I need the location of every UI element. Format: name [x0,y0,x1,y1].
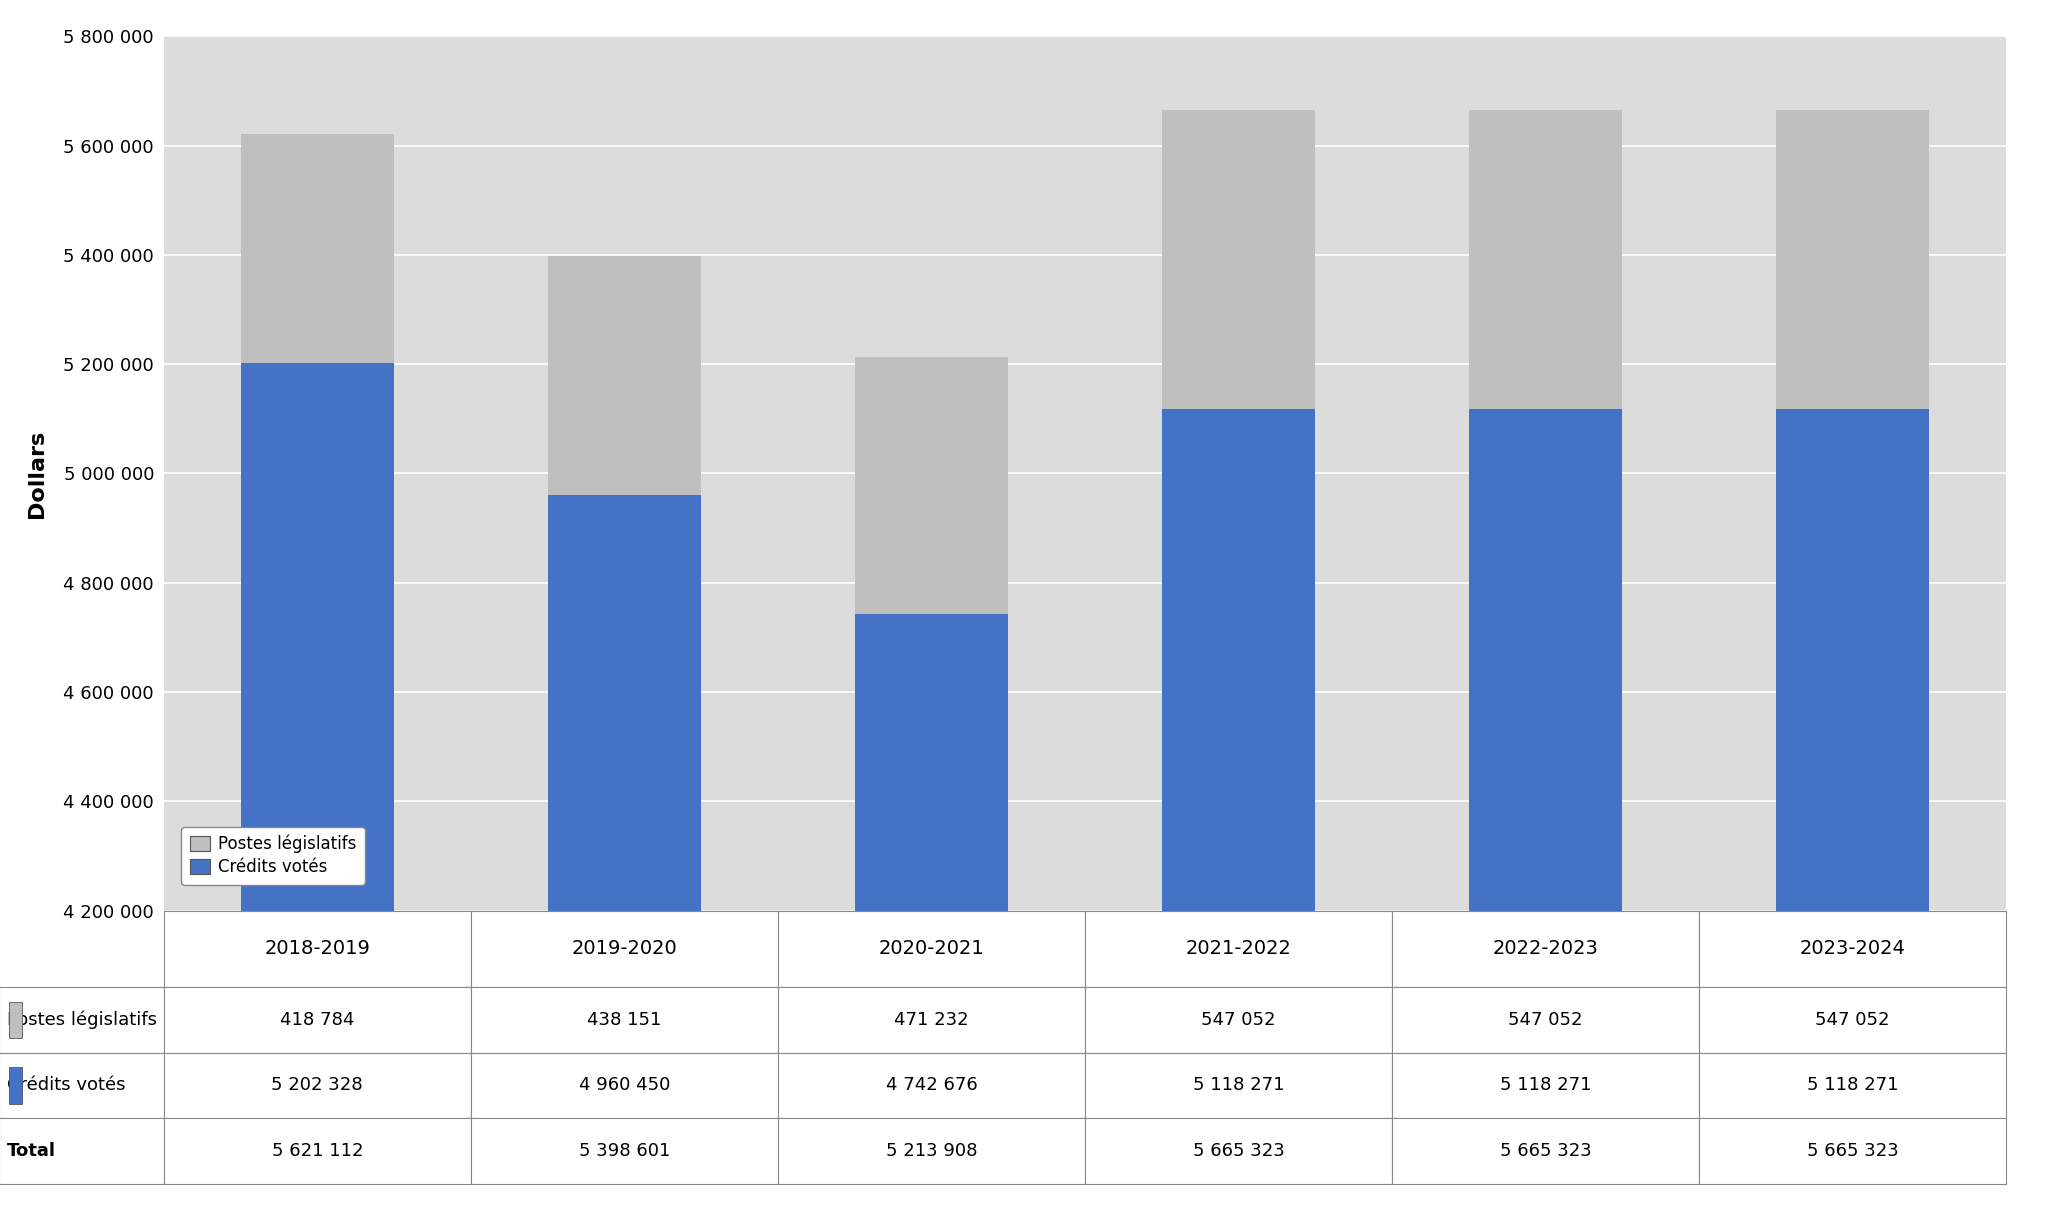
Bar [1468,408,1621,1208]
Y-axis label: Dollars: Dollars [27,429,47,517]
Bar [242,362,393,1208]
Bar [242,134,393,362]
Bar [1775,110,1928,408]
Bar [1161,408,1314,1208]
Bar [1161,110,1314,408]
Legend: Postes législatifs, Crédits votés: Postes législatifs, Crédits votés [182,826,364,884]
Bar [1468,110,1621,408]
Bar [549,495,700,1208]
Bar [1775,408,1928,1208]
Bar [854,356,1007,614]
Bar [854,614,1007,1208]
Bar [549,256,700,495]
